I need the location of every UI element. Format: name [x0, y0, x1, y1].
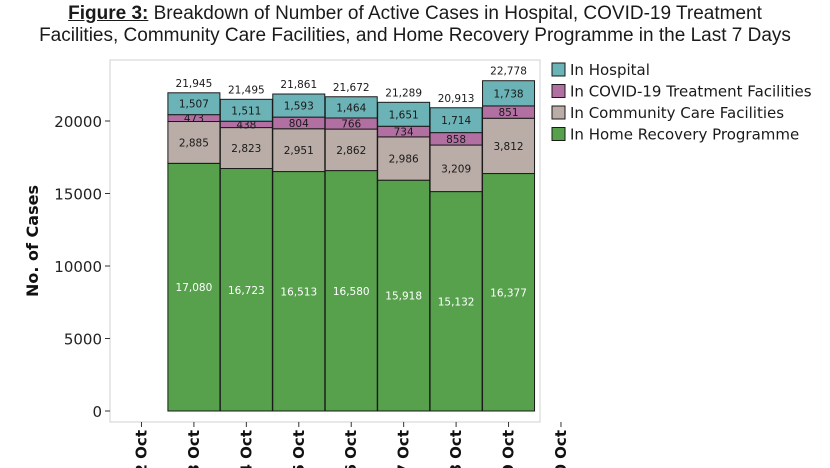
data-label: 2,823 [231, 143, 261, 155]
bar-segment [219, 168, 273, 412]
data-label: 2,885 [179, 137, 209, 149]
bar-stack: 16,377 3,812 851 1,738 22,778 [482, 66, 536, 412]
bar-segment [429, 107, 483, 134]
x-axis: 2 Oct 3 Oct 4 Oct 5 Oct 6 Oct 7 Oct 8 Oct 9 Oct… [132, 422, 570, 468]
chart-title-text: Breakdown of Number of Active Cases in H… [148, 3, 762, 24]
total-label: 22,778 [490, 66, 527, 78]
x-tick-label: 6 Oct [342, 430, 360, 468]
legend-item: In Community Care Facilities [551, 104, 784, 122]
legend-swatch [551, 84, 566, 98]
bar-segment [167, 162, 221, 412]
bar-stack: 15,918 2,986 734 1,651 21,289 [377, 87, 431, 412]
total-label: 21,289 [385, 87, 422, 99]
data-label: 3,209 [441, 163, 471, 175]
legend-label: In Community Care Facilities [570, 104, 784, 122]
y-tick-label: 0 [92, 403, 102, 421]
y-tick-label: 10000 [54, 258, 102, 276]
data-label: 16,377 [490, 287, 527, 299]
total-label: 21,861 [280, 79, 317, 91]
bar-segment [377, 136, 431, 181]
bar-segment [219, 127, 273, 170]
total-label: 21,672 [333, 82, 370, 94]
legend-label: In Home Recovery Programme [570, 126, 799, 144]
bar-segment [482, 80, 536, 107]
bar-segment [429, 144, 483, 193]
y-tick-label: 15000 [54, 186, 102, 204]
legend-label: In Hospital [570, 61, 650, 79]
data-label: 2,986 [389, 154, 419, 166]
x-tick-label: 4 Oct [237, 430, 255, 468]
data-label: 17,080 [176, 282, 213, 294]
x-tick-label: 2 Oct [132, 430, 150, 468]
data-label: 16,723 [228, 285, 265, 297]
data-label: 1,738 [494, 88, 524, 100]
legend-item: In Home Recovery Programme [551, 126, 799, 144]
bar-segment [324, 170, 378, 412]
bar-stack: 16,723 2,823 438 1,511 21,495 [219, 84, 273, 412]
data-label: 15,132 [438, 296, 475, 308]
total-label: 21,495 [228, 84, 265, 96]
data-label: 473 [184, 113, 204, 125]
data-label: 2,951 [284, 145, 314, 157]
data-label: 1,593 [284, 101, 314, 113]
x-tick-label: 9 Oct [500, 430, 518, 468]
data-label: 438 [236, 119, 256, 131]
bar-segment [324, 128, 378, 172]
bar-stack: 17,080 2,885 473 1,507 21,945 [167, 78, 221, 412]
legend-item: In COVID-19 Treatment Facilities [551, 83, 812, 101]
x-tick-label: 10 Oct [552, 430, 570, 468]
y-tick-label: 5000 [64, 331, 102, 349]
legend-swatch [551, 62, 566, 77]
x-tick-label: 5 Oct [290, 430, 308, 468]
x-tick-label: 3 Oct [185, 430, 203, 468]
x-tick-label: 7 Oct [395, 430, 413, 468]
data-label: 734 [394, 127, 414, 139]
legend: In Hospital In COVID-19 Treatment Facilit… [551, 61, 812, 144]
bars: 17,0802,8854731,50721,94516,7232,8234381… [167, 66, 536, 412]
legend-swatch [551, 105, 566, 120]
data-label: 1,714 [441, 115, 471, 127]
data-label: 1,511 [231, 105, 261, 117]
bar-stack: 16,513 2,951 804 1,593 21,861 [272, 79, 326, 412]
data-label: 15,918 [385, 291, 422, 303]
bar-segment [377, 179, 431, 412]
bar-segment [482, 173, 536, 412]
chart-title-line-1: Figure 3: Breakdown of Number of Active … [0, 3, 830, 25]
data-label: 858 [446, 134, 466, 146]
data-label: 766 [341, 119, 361, 131]
legend-swatch [551, 127, 566, 141]
chart-title-line-2: Facilities, Community Care Facilities, a… [39, 25, 791, 46]
bar-stack: 16,580 2,862 766 1,464 21,672 [324, 82, 378, 412]
plot-area [109, 59, 541, 423]
total-label: 21,945 [176, 78, 213, 90]
y-tick-label: 20000 [54, 113, 102, 131]
x-tick-label: 8 Oct [447, 430, 465, 468]
figure-number: Figure 3: [68, 3, 149, 24]
data-label: 2,862 [336, 145, 366, 157]
bar-segment [167, 121, 221, 164]
plot-border [109, 59, 541, 423]
data-label: 804 [289, 118, 309, 130]
legend-item: In Hospital [551, 61, 650, 79]
bar-stack: 15,132 3,209 858 1,714 20,913 [429, 93, 483, 412]
data-label: 851 [499, 107, 519, 119]
data-label: 1,651 [389, 109, 419, 121]
data-label: 1,464 [336, 102, 366, 114]
data-label: 16,513 [280, 286, 317, 298]
bar-segment [482, 117, 536, 175]
legend-label: In COVID-19 Treatment Facilities [570, 83, 812, 101]
data-label: 1,507 [179, 99, 209, 111]
bar-segment [429, 191, 483, 412]
total-label: 20,913 [438, 93, 475, 105]
data-label: 16,580 [333, 286, 370, 298]
y-axis-label: No. of Cases [23, 185, 42, 297]
data-label: 3,812 [494, 141, 524, 153]
y-axis: 0 5000 10000 15000 20000 No. of Cases [23, 113, 110, 421]
